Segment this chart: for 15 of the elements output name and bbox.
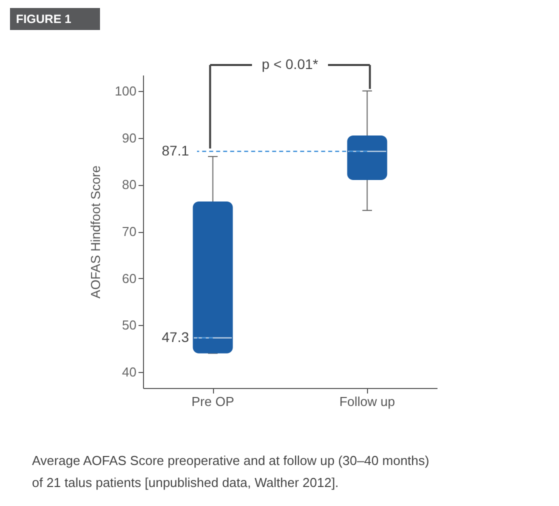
text: p < 0.01* — [262, 56, 319, 72]
annotation: 47.3 — [162, 328, 190, 345]
text: Average AOFAS Score preoperative and at follow up (30–40 months) of 21 talus patients [unpublished data, Walther 2012]. — [32, 453, 430, 490]
y-tick-label: 60 — [122, 270, 136, 286]
y-tick-label: 50 — [122, 318, 136, 333]
annotation: 87.1 — [162, 142, 190, 158]
x-tick-label: Follow up — [339, 394, 395, 409]
y-tick-label: 40 — [122, 364, 136, 380]
y-tick-label: 90 — [122, 130, 136, 146]
y-axis-title: AOFAS Hindfoot Score — [88, 166, 103, 298]
y-tick-label: 100 — [114, 83, 136, 98]
x-tick-label: Pre OP — [192, 394, 234, 409]
text: FIGURE 1 — [16, 12, 72, 26]
y-tick-label: 80 — [122, 177, 136, 192]
y-tick-label: 70 — [122, 224, 136, 239]
